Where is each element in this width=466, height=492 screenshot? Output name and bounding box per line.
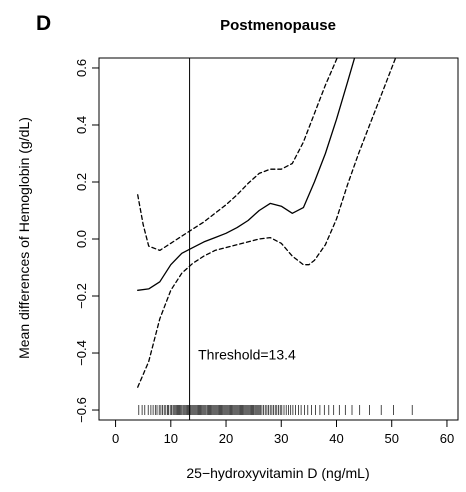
x-tick-label: 50 [384, 431, 398, 446]
y-tick-label: 0.6 [74, 59, 89, 77]
plot-frame [98, 57, 459, 421]
x-axis: 0 10 20 30 40 50 60 [112, 419, 454, 446]
panel-label: D [36, 12, 51, 35]
y-tick-label: −0.6 [74, 397, 89, 423]
x-tick-label: 20 [219, 431, 233, 446]
threshold-label: Threshold=13.4 [198, 346, 296, 362]
y-axis: −0.6 −0.4 −0.2 0.0 0.2 0.4 0.6 [74, 59, 100, 423]
x-tick-label: 40 [329, 431, 343, 446]
y-tick-label: −0.2 [74, 283, 89, 309]
rug-marks [138, 405, 413, 415]
y-axis-label: Mean differences of Hemoglobin (g/dL) [16, 117, 32, 359]
curves [137, 58, 397, 388]
y-tick-label: 0.2 [74, 173, 89, 191]
y-tick-label: 0.4 [74, 116, 89, 134]
x-tick-label: 60 [440, 431, 454, 446]
x-tick-label: 0 [112, 431, 119, 446]
y-tick-label: 0.0 [74, 230, 89, 248]
curve-estimate [137, 58, 356, 291]
x-tick-label: 30 [274, 431, 288, 446]
y-tick-label: −0.4 [74, 340, 89, 366]
curve-lower-ci [137, 58, 397, 388]
x-axis-label: 25−hydroxyvitamin D (ng/mL) [186, 465, 369, 481]
x-tick-label: 10 [164, 431, 178, 446]
curve-upper-ci [137, 58, 338, 252]
chart-title: Postmenopause [220, 17, 336, 34]
